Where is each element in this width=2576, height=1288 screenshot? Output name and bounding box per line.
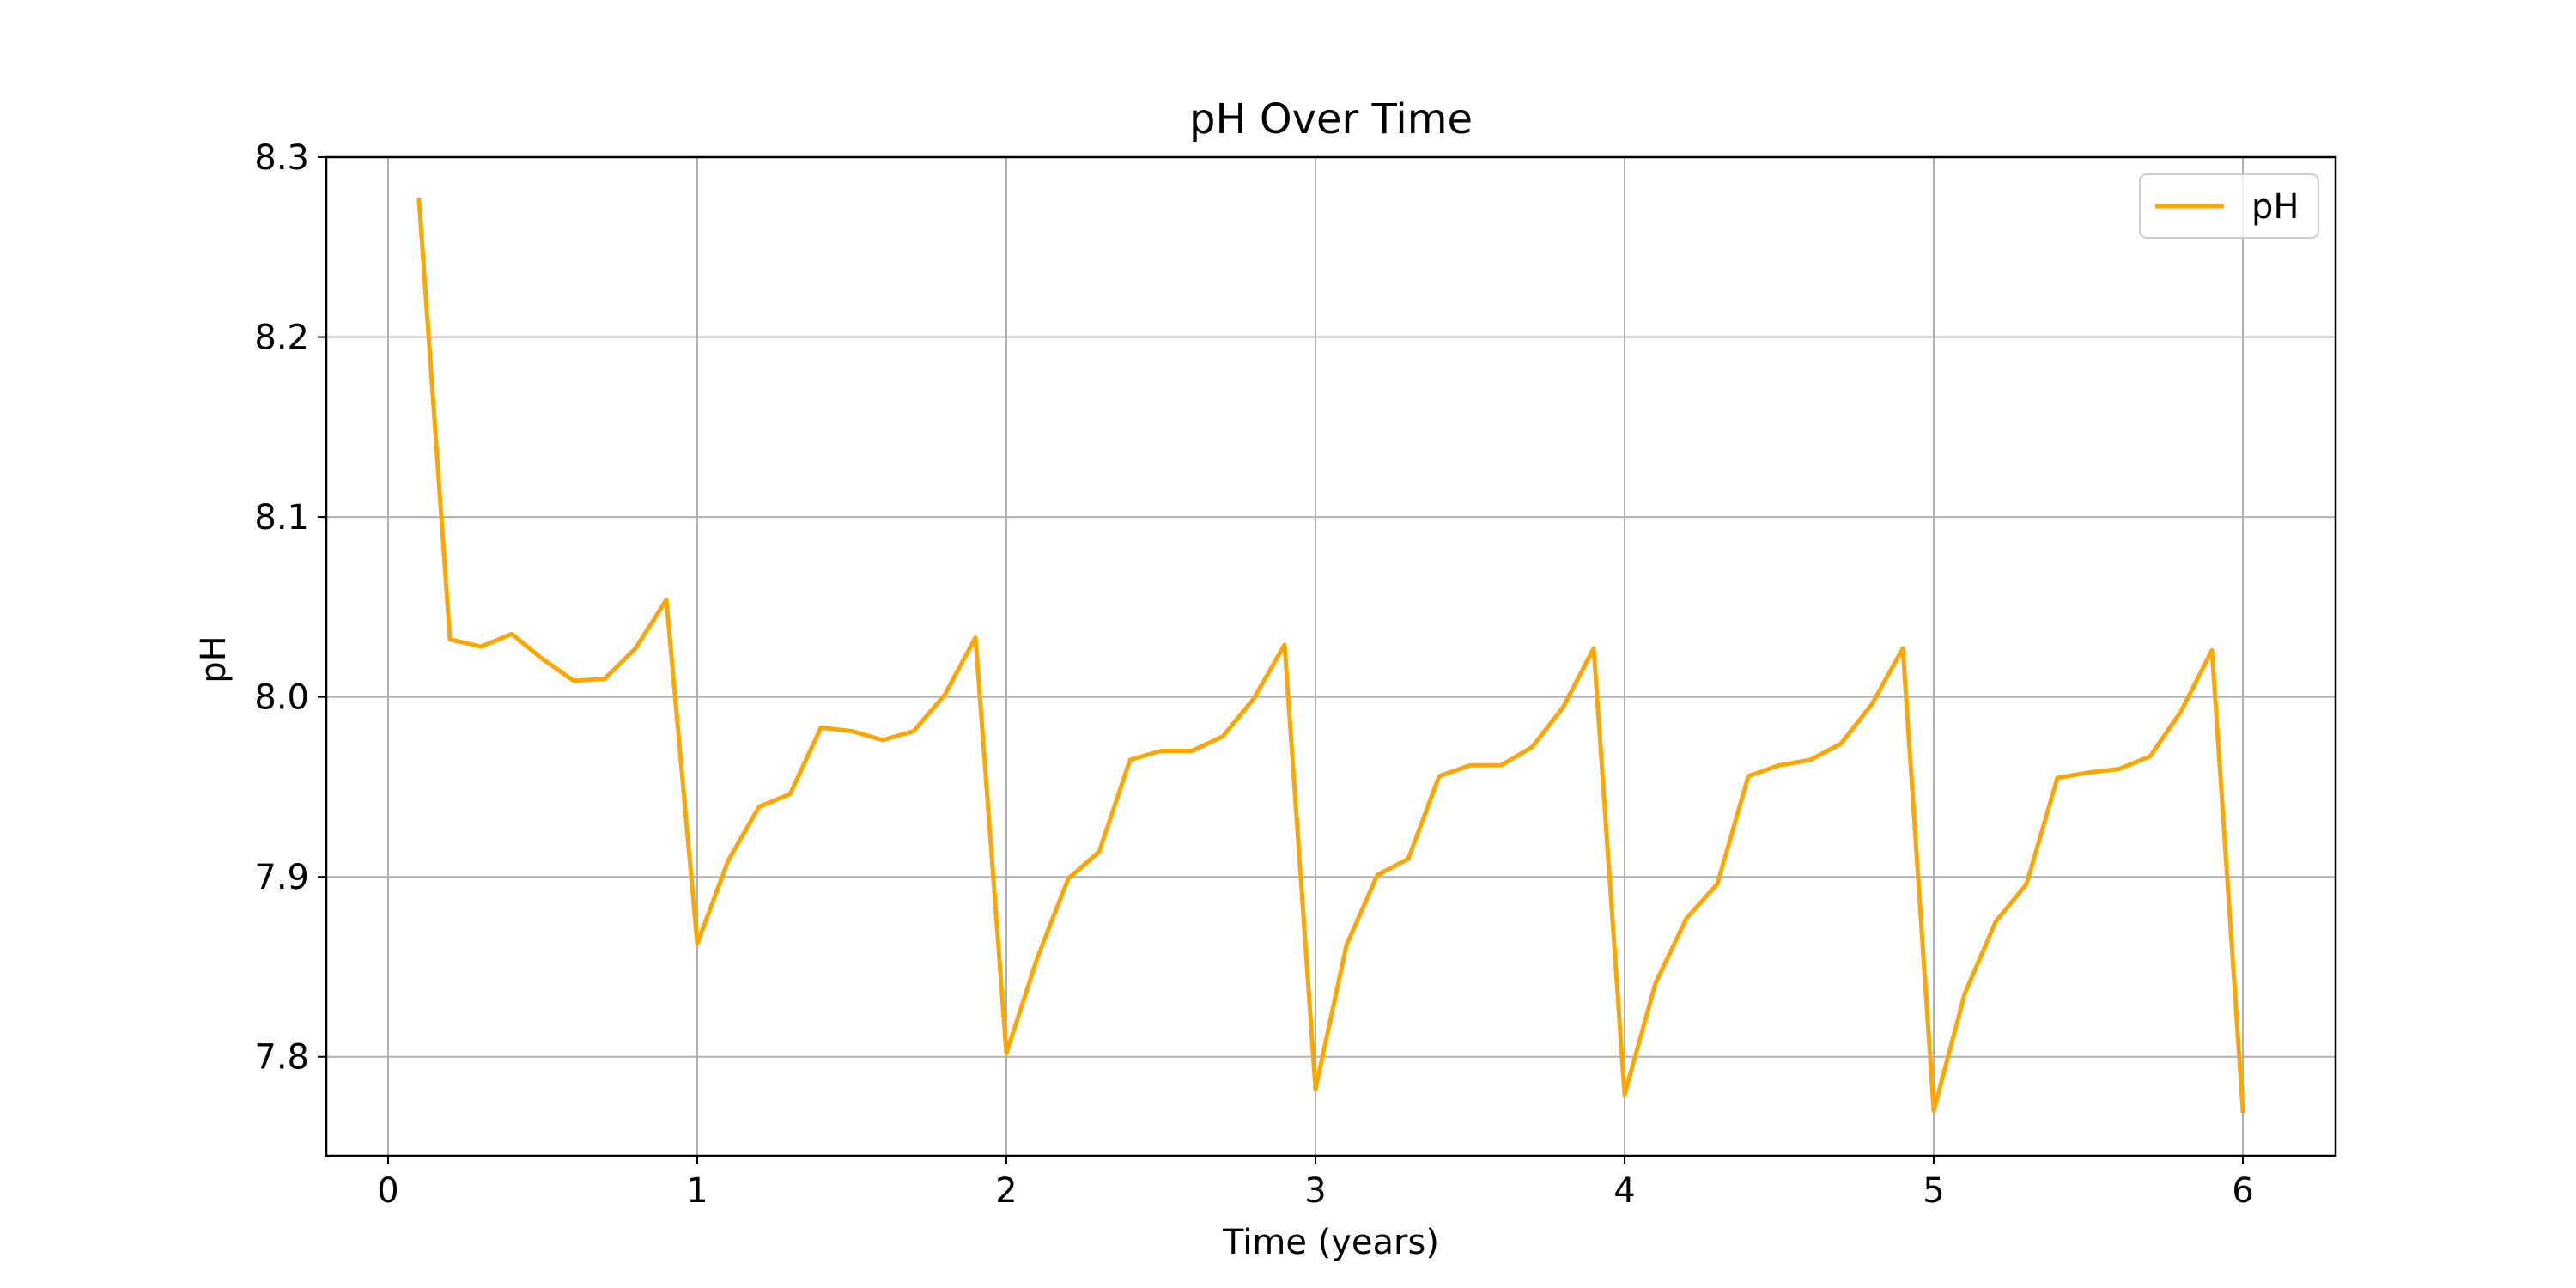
x-tick-label: 5 xyxy=(1923,1171,1944,1211)
legend: pH xyxy=(2139,173,2319,239)
y-tick-label: 7.8 xyxy=(254,1038,309,1078)
grid-lines xyxy=(326,156,2336,1156)
series-line-ph xyxy=(416,197,2245,1114)
series-layer xyxy=(416,197,2245,1114)
y-tick-label: 8.2 xyxy=(254,319,309,358)
x-tick-label: 6 xyxy=(2232,1171,2253,1211)
y-tick-label: 7.9 xyxy=(254,858,309,897)
legend-box xyxy=(2139,173,2319,239)
y-tick-label: 8.3 xyxy=(254,138,309,178)
x-axis-ticks: 0 1 2 3 4 5 6 xyxy=(377,1156,2254,1211)
x-tick-label: 3 xyxy=(1304,1171,1326,1211)
x-tick-label: 0 xyxy=(377,1171,398,1211)
x-tick-label: 2 xyxy=(995,1171,1017,1211)
y-tick-label: 8.1 xyxy=(254,498,309,538)
x-tick-label: 1 xyxy=(686,1171,708,1211)
y-tick-label: 8.0 xyxy=(254,678,309,718)
x-tick-label: 4 xyxy=(1613,1171,1635,1211)
x-axis-label: Time (years) xyxy=(1222,1223,1439,1262)
y-axis-label: pH xyxy=(194,635,234,683)
chart-title: pH Over Time xyxy=(1189,95,1473,143)
plot-frame xyxy=(325,155,2337,1157)
legend-label-ph: pH xyxy=(2251,187,2299,227)
y-axis-ticks: 7.8 7.9 8.0 8.1 8.2 8.3 xyxy=(254,138,326,1078)
